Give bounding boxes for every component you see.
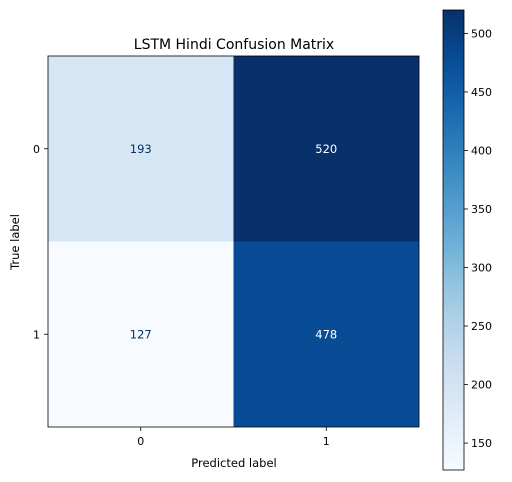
y-axis-label: True label: [8, 214, 22, 271]
colorbar-tick-label: 150: [471, 437, 492, 450]
colorbar-frame: [442, 9, 465, 471]
colorbar-ticks: 150 200 250 300 350 400 450 500: [464, 27, 492, 450]
x-axis-label: Predicted label: [191, 456, 276, 470]
matrix-cell-1-0: [48, 241, 234, 427]
y-tick-label: 1: [33, 328, 40, 341]
y-tick-label: 0: [33, 143, 40, 156]
cell-value-1-0: 127: [130, 327, 152, 341]
colorbar-tick-label: 500: [471, 27, 492, 40]
cell-value-0-1: 520: [315, 142, 337, 156]
matrix-cells: 193 520 127 478: [48, 56, 419, 427]
matrix-cell-1-1: [233, 241, 419, 427]
x-tick-label: 1: [323, 435, 330, 448]
cell-value-0-0: 193: [130, 142, 152, 156]
colorbar-tick-label: 300: [471, 262, 492, 275]
matrix-frame: [47, 55, 420, 428]
colorbar-tick-label: 400: [471, 144, 492, 157]
colorbar-tick-label: 200: [471, 379, 492, 392]
matrix-cell-0-0: [48, 56, 234, 242]
colorbar-tick-label: 450: [471, 86, 492, 99]
colorbar: [443, 10, 464, 470]
colorbar-tick-label: 350: [471, 203, 492, 216]
y-axis-ticks: 01: [33, 143, 48, 341]
matrix-cell-0-1: [233, 56, 419, 242]
cell-value-1-1: 478: [315, 327, 337, 341]
colorbar-tick-label: 250: [471, 320, 492, 333]
x-tick-label: 0: [137, 435, 144, 448]
chart-title: LSTM Hindi Confusion Matrix: [134, 37, 334, 53]
